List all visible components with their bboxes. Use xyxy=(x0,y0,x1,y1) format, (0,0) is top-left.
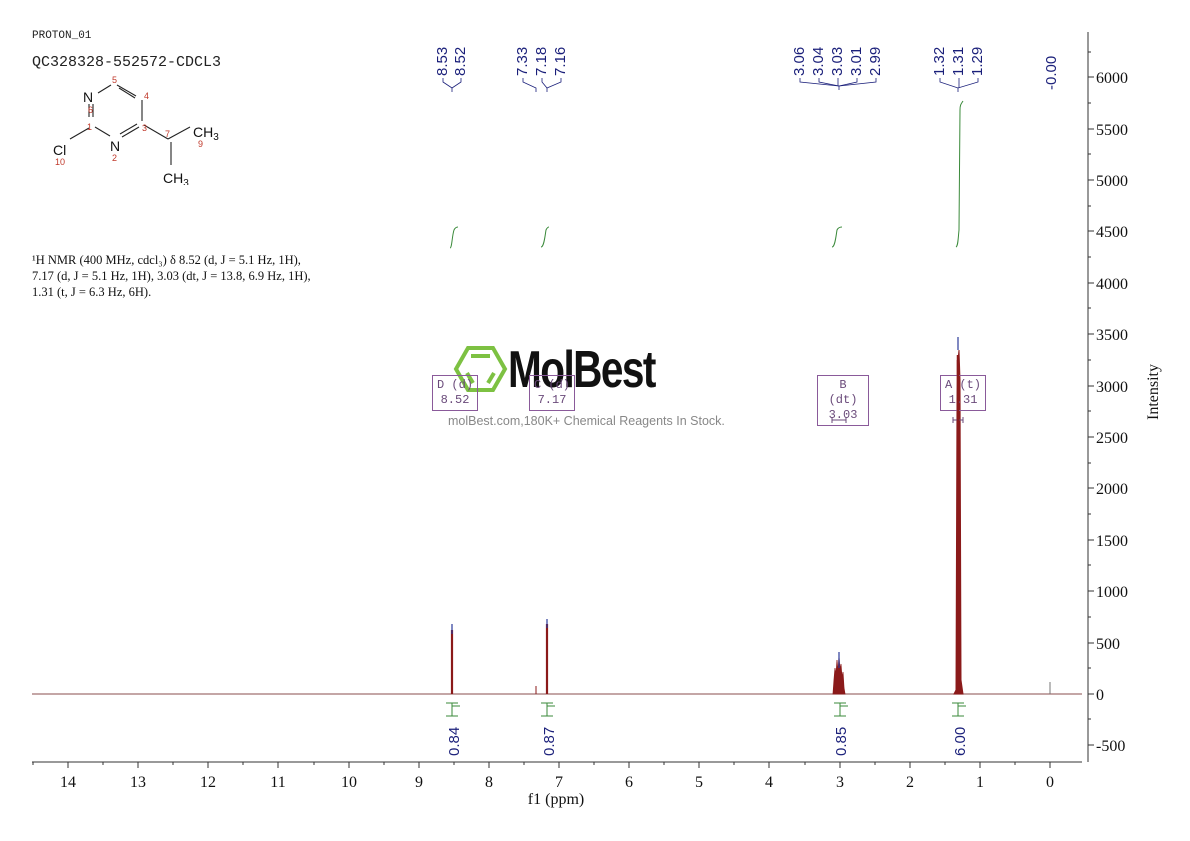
nmr-description-line-2: 7.17 (d, J = 5.1 Hz, 1H), 3.03 (dt, J = … xyxy=(32,269,311,283)
svg-text:12: 12 xyxy=(200,774,216,791)
atom-num-1: 1 xyxy=(87,122,92,132)
svg-text:11: 11 xyxy=(270,774,285,791)
peak-label-connectors xyxy=(442,78,979,92)
peak-top-markers xyxy=(451,337,959,668)
integral-curve-a xyxy=(955,100,964,248)
atom-num-7: 7 xyxy=(165,129,170,139)
svg-text:8: 8 xyxy=(485,774,493,791)
svg-text:5: 5 xyxy=(695,774,703,791)
x-axis-tick-labels: 14 13 12 11 10 9 8 7 6 5 4 3 2 1 0 xyxy=(60,774,1054,791)
nmr-description: ¹H NMR (400 MHz, cdcl₃) δ 8.52 (d, J = 5… xyxy=(32,252,311,300)
x-axis-label: f1 (ppm) xyxy=(528,791,584,808)
watermark-brand: MolBest xyxy=(508,341,656,399)
multiplet-box-b: B (dt) 3.03 xyxy=(817,375,869,426)
svg-text:9: 9 xyxy=(415,774,423,791)
svg-text:7.16: 7.16 xyxy=(552,47,569,76)
atom-num-10: 10 xyxy=(55,157,65,167)
svg-text:1.32: 1.32 xyxy=(931,47,948,76)
atom-num-6: 6 xyxy=(88,105,93,115)
svg-text:4000: 4000 xyxy=(1096,276,1128,293)
molbest-logo-icon xyxy=(453,346,508,392)
svg-text:2.99: 2.99 xyxy=(867,47,884,76)
svg-text:5500: 5500 xyxy=(1096,122,1128,139)
atom-num-9: 9 xyxy=(198,139,203,149)
atom-num-4: 4 xyxy=(144,91,149,101)
svg-text:3.04: 3.04 xyxy=(810,47,827,76)
y-axis-tick-labels: -500 0 500 1000 1500 2000 2500 3000 3500… xyxy=(1096,70,1128,755)
svg-text:4500: 4500 xyxy=(1096,224,1128,241)
multiplet-shift-c: 7.17 xyxy=(537,393,567,407)
multiplet-shift-a: 1.31 xyxy=(948,393,978,407)
svg-text:-0.00: -0.00 xyxy=(1043,56,1060,90)
integral-value-c: 0.87 xyxy=(541,727,558,756)
svg-text:3.03: 3.03 xyxy=(829,47,846,76)
multiplet-box-a: A (t) 1.31 xyxy=(940,375,986,411)
svg-text:500: 500 xyxy=(1096,636,1120,653)
nmr-description-line-3: 1.31 (t, J = 6.3 Hz, 6H). xyxy=(32,285,152,299)
multiplet-label-b: B (dt) xyxy=(828,378,858,407)
sample-id: QC328328-552572-CDCL3 xyxy=(32,54,222,71)
multiplet-box-c: C (d) 7.17 xyxy=(529,375,575,411)
svg-text:1.31: 1.31 xyxy=(950,47,967,76)
multiplet-label-c: C (d) xyxy=(534,378,571,392)
integral-curve-d xyxy=(449,226,459,249)
integral-values: 0.84 0.87 0.85 6.00 xyxy=(446,727,969,756)
svg-text:3.06: 3.06 xyxy=(791,47,808,76)
atom-num-3: 3 xyxy=(142,123,147,133)
svg-text:7.18: 7.18 xyxy=(533,47,550,76)
integral-value-d: 0.84 xyxy=(446,727,463,756)
watermark-tagline: molBest.com,180K+ Chemical Reagents In S… xyxy=(448,414,725,428)
integral-curves xyxy=(449,100,964,249)
svg-text:14: 14 xyxy=(60,774,76,791)
svg-text:8.52: 8.52 xyxy=(452,47,469,76)
svg-text:5000: 5000 xyxy=(1096,173,1128,190)
atom-num-2: 2 xyxy=(112,153,117,163)
svg-text:13: 13 xyxy=(130,774,146,791)
experiment-name: PROTON_01 xyxy=(32,30,92,42)
multiplet-label-a: A (t) xyxy=(945,378,982,392)
y-axis-ticks xyxy=(1088,51,1094,746)
svg-text:7.33: 7.33 xyxy=(514,47,531,76)
svg-text:1.29: 1.29 xyxy=(969,47,986,76)
integral-curve-c xyxy=(540,226,550,248)
svg-text:4: 4 xyxy=(765,774,773,791)
integral-brackets xyxy=(446,702,966,717)
svg-text:8.53: 8.53 xyxy=(434,47,451,76)
atom-num-5: 5 xyxy=(112,75,117,85)
svg-text:7: 7 xyxy=(555,774,563,791)
atom-n6: N xyxy=(83,89,93,105)
integral-value-b: 0.85 xyxy=(833,727,850,756)
atom-ch3-9: CH3 xyxy=(193,124,219,143)
svg-text:2: 2 xyxy=(906,774,914,791)
atom-cl: Cl xyxy=(53,142,66,158)
svg-text:3000: 3000 xyxy=(1096,379,1128,396)
svg-text:-500: -500 xyxy=(1096,738,1125,755)
atom-ch3-8: CH3 xyxy=(163,170,189,185)
integral-value-a: 6.00 xyxy=(952,727,969,756)
svg-text:1: 1 xyxy=(976,774,984,791)
y-axis-label: Intensity xyxy=(1145,364,1162,420)
multiplet-shift-b: 3.03 xyxy=(828,408,858,422)
svg-text:3.01: 3.01 xyxy=(848,47,865,76)
atom-n2: N xyxy=(110,138,120,154)
multiplet-shift-d: 8.52 xyxy=(440,393,470,407)
x-axis-ticks xyxy=(32,762,1051,768)
peak-labels: 8.53 8.52 7.33 7.18 7.16 3.06 3.04 3.03 … xyxy=(434,47,1060,90)
multiplet-box-d: D (d) 8.52 xyxy=(432,375,478,411)
svg-text:6000: 6000 xyxy=(1096,70,1128,87)
svg-text:1000: 1000 xyxy=(1096,584,1128,601)
svg-text:2500: 2500 xyxy=(1096,430,1128,447)
svg-text:10: 10 xyxy=(341,774,357,791)
svg-text:0: 0 xyxy=(1046,774,1054,791)
molecule-structure: N N Cl CH3 CH3 6 2 10 9 8 1 3 4 5 7 xyxy=(53,75,219,185)
svg-text:6: 6 xyxy=(625,774,633,791)
svg-text:3500: 3500 xyxy=(1096,327,1128,344)
svg-text:2000: 2000 xyxy=(1096,481,1128,498)
integral-curve-b xyxy=(831,226,843,248)
svg-text:3: 3 xyxy=(836,774,844,791)
svg-text:0: 0 xyxy=(1096,687,1104,704)
svg-text:1500: 1500 xyxy=(1096,533,1128,550)
multiplet-label-d: D (d) xyxy=(437,378,474,392)
nmr-description-line-1: ¹H NMR (400 MHz, cdcl₃) δ 8.52 (d, J = 5… xyxy=(32,253,301,267)
